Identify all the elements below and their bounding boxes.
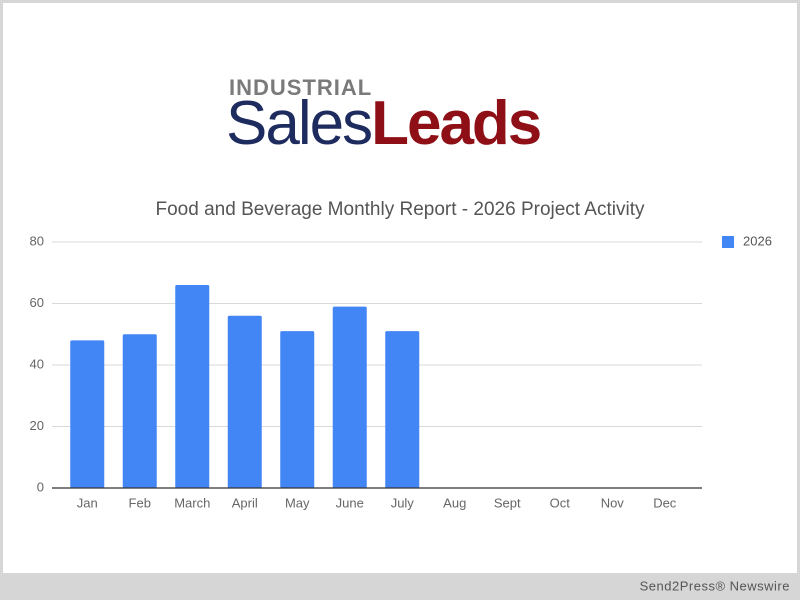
x-tick-label: March xyxy=(174,495,210,510)
chart-title: Food and Beverage Monthly Report - 2026 … xyxy=(156,199,645,220)
x-tick-label: May xyxy=(285,495,310,510)
y-tick-label: 60 xyxy=(30,295,44,310)
x-tick-label: July xyxy=(391,495,415,510)
y-tick-label: 80 xyxy=(30,233,44,248)
bar xyxy=(175,285,210,488)
bar xyxy=(332,306,367,488)
logo-second: Leads xyxy=(371,89,540,158)
y-tick-label: 0 xyxy=(37,479,44,494)
x-tick-label: June xyxy=(336,495,364,510)
y-tick-label: 40 xyxy=(30,356,44,371)
bar xyxy=(70,340,105,488)
bar xyxy=(385,331,420,488)
bar xyxy=(280,331,315,488)
x-tick-label: Dec xyxy=(653,495,677,510)
bar xyxy=(227,315,262,488)
y-tick-label: 20 xyxy=(30,418,44,433)
x-tick-label: April xyxy=(232,495,258,510)
logo-top: INDUSTRIAL xyxy=(229,75,372,100)
x-tick-label: Sept xyxy=(494,495,521,510)
logo-first: Sales xyxy=(226,89,371,158)
legend-label: 2026 xyxy=(743,233,772,248)
x-tick-label: Feb xyxy=(129,495,151,510)
footer: Send2Press® Newswire xyxy=(640,578,790,593)
x-tick-label: Nov xyxy=(601,495,625,510)
legend-swatch xyxy=(722,236,734,248)
logo: SalesLeads xyxy=(226,89,540,158)
x-tick-label: Jan xyxy=(77,495,98,510)
x-tick-label: Oct xyxy=(550,495,571,510)
x-tick-label: Aug xyxy=(443,495,466,510)
bar xyxy=(122,334,157,488)
